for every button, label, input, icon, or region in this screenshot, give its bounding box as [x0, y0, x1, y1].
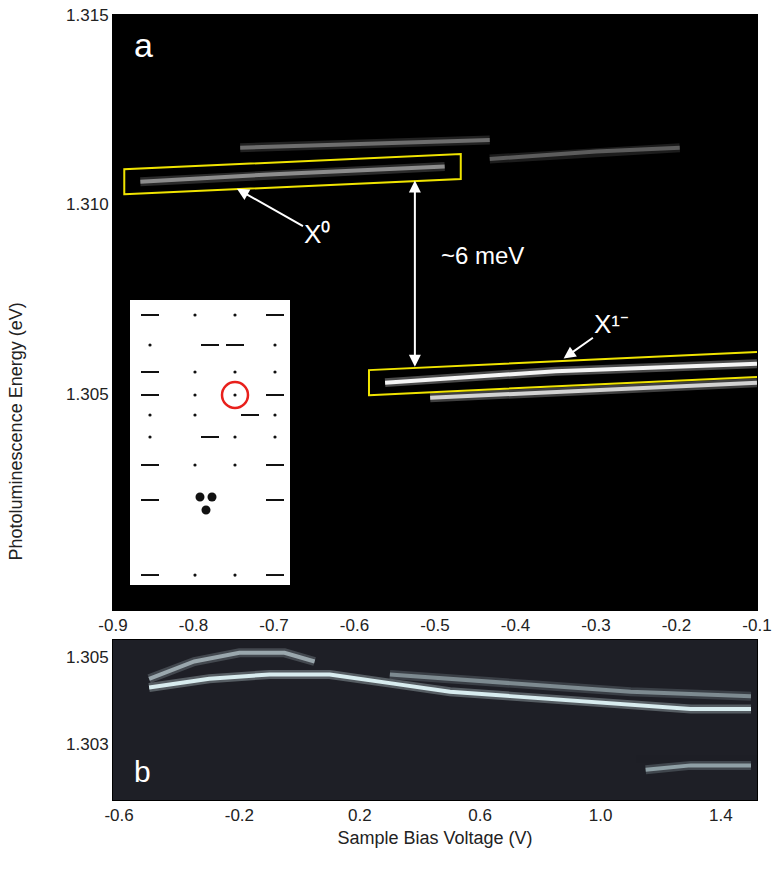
svg-text:a: a [134, 26, 153, 64]
svg-text:-0.1: -0.1 [742, 616, 771, 635]
svg-text:0.6: 0.6 [468, 806, 492, 825]
svg-text:-0.4: -0.4 [501, 616, 530, 635]
svg-text:X⁰: X⁰ [304, 219, 330, 249]
svg-text:-0.6: -0.6 [340, 616, 369, 635]
svg-text:1.4: 1.4 [709, 806, 733, 825]
svg-text:-0.3: -0.3 [581, 616, 610, 635]
svg-text:b: b [134, 755, 151, 788]
svg-text:-0.2: -0.2 [225, 806, 254, 825]
svg-text:1.315: 1.315 [66, 6, 109, 25]
svg-text:-0.8: -0.8 [179, 616, 208, 635]
svg-text:1.303: 1.303 [66, 735, 109, 754]
svg-text:-0.6: -0.6 [104, 806, 133, 825]
svg-text:1.0: 1.0 [589, 806, 613, 825]
svg-text:~6 meV: ~6 meV [441, 242, 524, 269]
svg-text:-0.2: -0.2 [662, 616, 691, 635]
svg-text:-0.5: -0.5 [420, 616, 449, 635]
svg-text:-0.9: -0.9 [98, 616, 127, 635]
svg-text:X¹⁻: X¹⁻ [594, 309, 629, 339]
svg-text:-0.7: -0.7 [259, 616, 288, 635]
svg-text:Sample Bias Voltage (V): Sample Bias Voltage (V) [337, 828, 532, 848]
svg-text:Photoluminescence Energy (eV): Photoluminescence Energy (eV) [6, 302, 26, 560]
svg-text:1.305: 1.305 [66, 648, 109, 667]
svg-text:1.310: 1.310 [66, 195, 109, 214]
svg-text:0.2: 0.2 [348, 806, 372, 825]
svg-text:1.305: 1.305 [66, 385, 109, 404]
